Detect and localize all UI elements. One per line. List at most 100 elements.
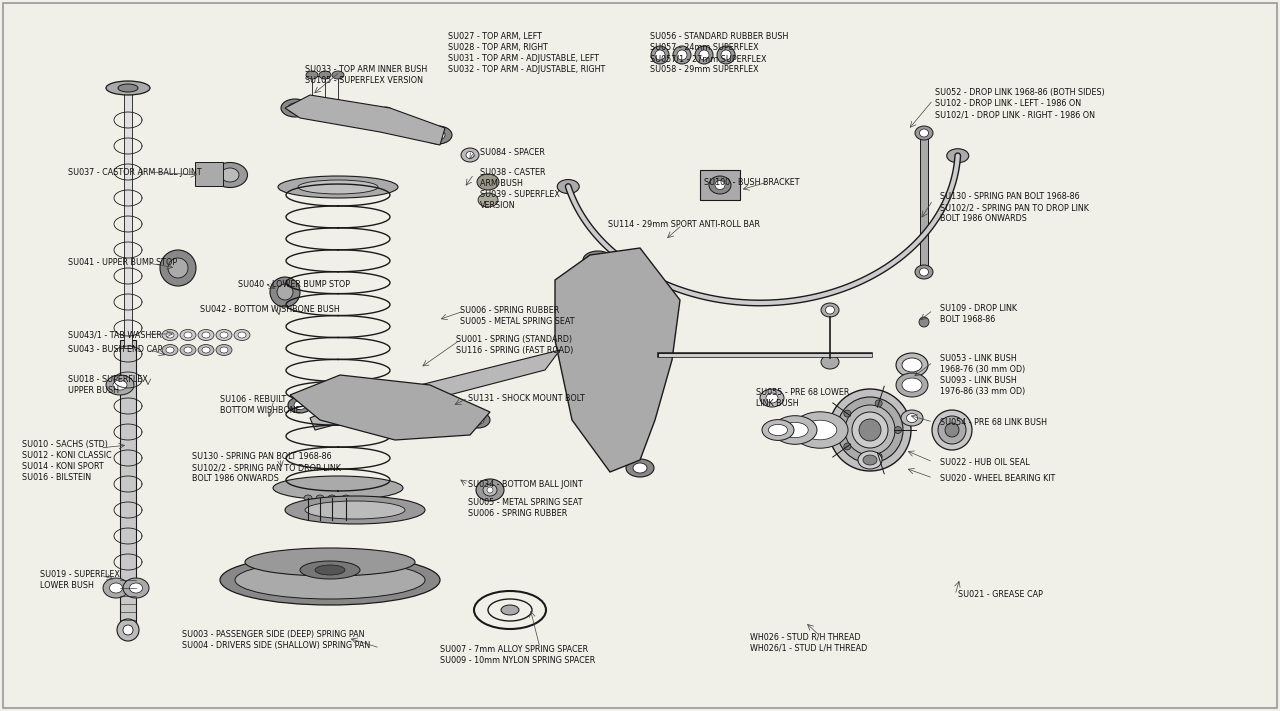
Ellipse shape: [845, 405, 895, 455]
Ellipse shape: [486, 487, 493, 493]
Ellipse shape: [768, 424, 787, 436]
Text: SU020 - WHEEL BEARING KIT: SU020 - WHEEL BEARING KIT: [940, 474, 1055, 483]
Ellipse shape: [123, 625, 133, 635]
Text: SU053 - LINK BUSH
1968-76 (30 mm OD)
SU093 - LINK BUSH
1976-86 (33 mm OD): SU053 - LINK BUSH 1968-76 (30 mm OD) SU0…: [940, 354, 1025, 396]
Ellipse shape: [288, 397, 312, 413]
Ellipse shape: [106, 81, 150, 95]
Ellipse shape: [220, 332, 228, 338]
Text: SU005 - METAL SPRING SEAT
SU006 - SPRING RUBBER: SU005 - METAL SPRING SEAT SU006 - SPRING…: [468, 498, 582, 518]
Ellipse shape: [129, 583, 142, 593]
Ellipse shape: [500, 605, 518, 615]
Text: SU040 - LOWER BUMP STOP: SU040 - LOWER BUMP STOP: [238, 280, 349, 289]
Ellipse shape: [168, 258, 188, 278]
Ellipse shape: [184, 347, 192, 353]
Ellipse shape: [431, 130, 445, 140]
Text: SU130 - SPRING PAN BOLT 1968-86
SU102/2 - SPRING PAN TO DROP LINK
BOLT 1986 ONWA: SU130 - SPRING PAN BOLT 1968-86 SU102/2 …: [192, 452, 340, 483]
Ellipse shape: [220, 555, 440, 605]
Text: SU041 - UPPER BUMP STOP: SU041 - UPPER BUMP STOP: [68, 258, 177, 267]
Ellipse shape: [202, 347, 210, 353]
Ellipse shape: [238, 332, 246, 338]
Ellipse shape: [163, 329, 178, 341]
Ellipse shape: [919, 268, 928, 276]
Bar: [195, 162, 223, 186]
Ellipse shape: [477, 174, 499, 190]
Ellipse shape: [829, 389, 911, 471]
Ellipse shape: [895, 427, 901, 434]
Ellipse shape: [902, 378, 922, 392]
Text: SU106 - REBUILT
BOTTOM WISHBONE: SU106 - REBUILT BOTTOM WISHBONE: [220, 395, 301, 415]
Ellipse shape: [234, 329, 250, 341]
Ellipse shape: [319, 71, 332, 79]
Ellipse shape: [332, 71, 344, 79]
Ellipse shape: [202, 332, 210, 338]
Ellipse shape: [351, 107, 365, 117]
Text: WH026 - STUD R/H THREAD
WH026/1 - STUD L/H THREAD: WH026 - STUD R/H THREAD WH026/1 - STUD L…: [750, 632, 868, 652]
Ellipse shape: [915, 265, 933, 279]
Ellipse shape: [947, 149, 969, 163]
Ellipse shape: [198, 329, 214, 341]
Text: SU021 - GREASE CAP: SU021 - GREASE CAP: [957, 590, 1043, 599]
Ellipse shape: [677, 50, 687, 60]
Ellipse shape: [212, 163, 247, 188]
Text: SU027 - TOP ARM, LEFT
SU028 - TOP ARM, RIGHT
SU031 - TOP ARM - ADJUSTABLE, LEFT
: SU027 - TOP ARM, LEFT SU028 - TOP ARM, R…: [448, 32, 605, 75]
Ellipse shape: [328, 495, 335, 501]
Bar: [124, 88, 132, 348]
Text: SU010 - SACHS (STD)
SU012 - KONI CLASSIC
SU014 - KONI SPORT
SU016 - BILSTEIN: SU010 - SACHS (STD) SU012 - KONI CLASSIC…: [22, 440, 111, 482]
Text: SU038 - CASTER
ARM BUSH
SU039 - SUPERFLEX
VERSION: SU038 - CASTER ARM BUSH SU039 - SUPERFLE…: [480, 168, 559, 210]
Ellipse shape: [278, 176, 398, 198]
Ellipse shape: [216, 345, 232, 356]
Ellipse shape: [655, 50, 666, 60]
Ellipse shape: [915, 126, 933, 140]
Ellipse shape: [315, 565, 346, 575]
Ellipse shape: [844, 443, 851, 450]
Ellipse shape: [716, 181, 724, 190]
Ellipse shape: [919, 129, 928, 137]
Ellipse shape: [316, 495, 324, 501]
Ellipse shape: [695, 46, 713, 64]
Text: SU043/1 - TAB WASHER: SU043/1 - TAB WASHER: [68, 330, 161, 339]
Ellipse shape: [858, 451, 882, 469]
Text: SU042 - BOTTOM WISHBONE BUSH: SU042 - BOTTOM WISHBONE BUSH: [200, 305, 339, 314]
Ellipse shape: [221, 168, 239, 182]
Ellipse shape: [379, 107, 393, 117]
Ellipse shape: [919, 317, 929, 327]
Text: SU019 - SUPERFLEX
LOWER BUSH: SU019 - SUPERFLEX LOWER BUSH: [40, 570, 120, 590]
Ellipse shape: [184, 332, 192, 338]
Polygon shape: [310, 350, 561, 430]
Ellipse shape: [820, 303, 838, 317]
Text: SU114 - 29mm SPORT ANTI-ROLL BAR: SU114 - 29mm SPORT ANTI-ROLL BAR: [608, 220, 760, 229]
Ellipse shape: [282, 99, 308, 117]
Text: SU084 - SPACER: SU084 - SPACER: [480, 148, 545, 157]
Ellipse shape: [477, 193, 498, 207]
Ellipse shape: [306, 71, 317, 79]
Ellipse shape: [582, 251, 613, 269]
Ellipse shape: [699, 50, 709, 60]
Ellipse shape: [820, 355, 838, 369]
Text: SU033 - TOP ARM INNER BUSH
SU105 - SUPERFLEX VERSION: SU033 - TOP ARM INNER BUSH SU105 - SUPER…: [305, 65, 428, 85]
Ellipse shape: [288, 103, 302, 113]
Text: SU003 - PASSENGER SIDE (DEEP) SPRING PAN
SU004 - DRIVERS SIDE (SHALLOW) SPRING P: SU003 - PASSENGER SIDE (DEEP) SPRING PAN…: [182, 630, 370, 650]
Ellipse shape: [773, 416, 817, 444]
Ellipse shape: [932, 410, 972, 450]
Ellipse shape: [852, 412, 888, 448]
Text: SU043 - BUSH END CAP: SU043 - BUSH END CAP: [68, 345, 163, 354]
Ellipse shape: [160, 250, 196, 286]
Ellipse shape: [166, 332, 174, 338]
Ellipse shape: [298, 180, 378, 194]
Text: SU006 - SPRING RUBBER
SU005 - METAL SPRING SEAT: SU006 - SPRING RUBBER SU005 - METAL SPRI…: [460, 306, 575, 326]
Text: SU037 - CASTOR ARM BALL JOINT: SU037 - CASTOR ARM BALL JOINT: [68, 168, 202, 177]
Ellipse shape: [863, 455, 877, 465]
Text: SU109 - DROP LINK
BOLT 1968-86: SU109 - DROP LINK BOLT 1968-86: [940, 304, 1018, 324]
Ellipse shape: [837, 397, 902, 463]
Text: SU056 - STANDARD RUBBER BUSH
SU057 - 24mm SUPERFLEX
SU057/1 - 27mm SUPERFLEX
SU0: SU056 - STANDARD RUBBER BUSH SU057 - 24m…: [650, 32, 788, 75]
Text: SU055 - PRE 68 LOWER
LINK BUSH: SU055 - PRE 68 LOWER LINK BUSH: [756, 388, 850, 408]
Text: SU131 - SHOCK MOUNT BOLT: SU131 - SHOCK MOUNT BOLT: [468, 394, 585, 403]
Ellipse shape: [901, 410, 923, 426]
Ellipse shape: [461, 148, 479, 162]
Ellipse shape: [896, 373, 928, 397]
Ellipse shape: [765, 393, 778, 403]
Ellipse shape: [445, 396, 458, 404]
Ellipse shape: [106, 375, 134, 395]
Text: SU052 - DROP LINK 1968-86 (BOTH SIDES)
SU102 - DROP LINK - LEFT - 1986 ON
SU102/: SU052 - DROP LINK 1968-86 (BOTH SIDES) S…: [934, 88, 1105, 119]
Ellipse shape: [110, 583, 123, 593]
